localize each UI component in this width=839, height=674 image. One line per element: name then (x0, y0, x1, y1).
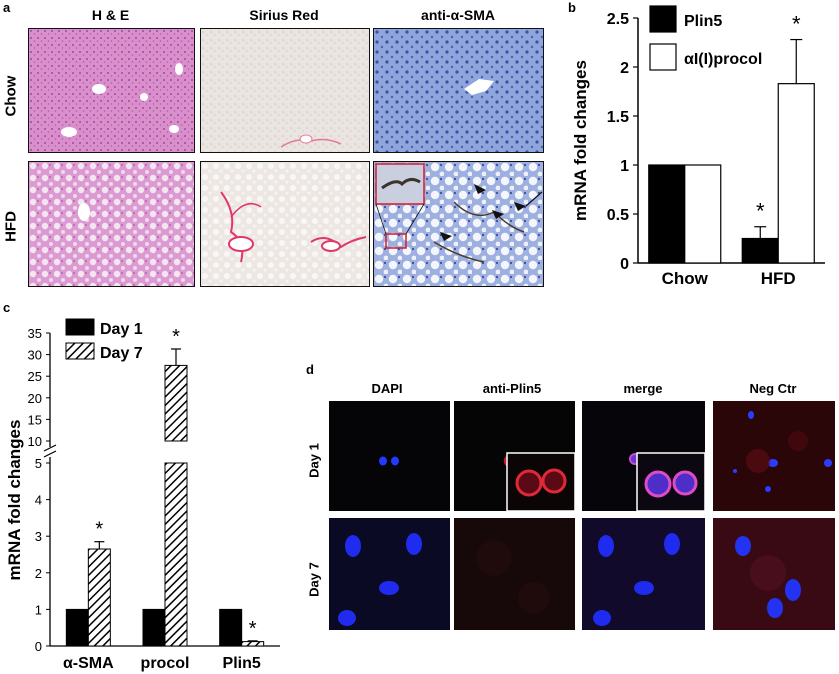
micrograph-he-chow-texture (29, 29, 194, 152)
micrograph-he-chow (28, 28, 195, 153)
chart-c-significance-mark: * (95, 519, 103, 541)
chart-b-y-tick-label: 0.5 (607, 207, 629, 224)
chart-b-legend-label: Plin5 (684, 13, 722, 30)
micrograph-he-hfd-texture (29, 162, 194, 286)
chart-b-legend-label: αI(I)procol (684, 51, 762, 68)
micrograph-sma-hfd-texture (374, 162, 543, 286)
micrograph-sirius-hfd-texture (201, 162, 369, 286)
panel-a-col-sma: anti-α-SMA (421, 7, 495, 23)
chart-b-x-tick-label: Chow (662, 269, 709, 288)
panel-d-letter: d (306, 362, 314, 377)
panel-a-col-sirius: Sirius Red (249, 7, 319, 23)
panel-a-col-he: H & E (91, 7, 130, 23)
fluorescence-plin5-day1-image (503, 452, 575, 511)
chart-b-y-tick-label: 0 (620, 256, 629, 273)
chart-c-bar (65, 608, 89, 647)
chart-c-y-tick-label: 25 (28, 369, 42, 384)
micrograph-sirius-chow (200, 28, 370, 153)
fluorescence-negctr-day1 (713, 401, 835, 511)
chart-b: 0 0.5 1 1.5 2 2.5 mRNA fold changes Chow HFD * * Pl… (571, 5, 825, 288)
chart-b-significance-mark: * (792, 12, 801, 37)
chart-c-bar (164, 364, 188, 442)
fluorescence-negctr-day7 (713, 518, 835, 630)
micrograph-sirius-hfd (200, 161, 370, 287)
chart-c-y-label: mRNA fold changes (5, 420, 24, 581)
fluorescence-dapi-day7 (329, 518, 450, 630)
chart-b-significance-mark: * (756, 199, 765, 224)
chart-c-y-tick-label: 5 (35, 456, 42, 471)
chart-b-bar (741, 237, 779, 264)
chart-c-bar (219, 608, 243, 647)
micrograph-sma-chow (373, 28, 544, 153)
panel-b-letter: b (568, 0, 576, 15)
chart-c-legend-swatch (65, 318, 95, 336)
chart-c-bar (87, 548, 111, 647)
fluorescence-dapi-day7-image (338, 533, 422, 626)
chart-c-y-tick-label: 15 (28, 412, 42, 427)
chart-c-significance-mark: * (249, 618, 257, 640)
chart-b-x-tick-label: HFD (761, 269, 796, 288)
chart-b-y-tick-label: 1 (620, 158, 629, 175)
fluorescence-dapi-day1-image (379, 456, 399, 466)
chart-c-bar (164, 462, 188, 647)
chart-c: 10 15 20 25 30 35 0 1 2 3 4 5 mRNA fold changes α-SMA… (5, 318, 280, 672)
chart-c-bar (241, 641, 265, 647)
chart-c-x-tick-label: α-SMA (63, 655, 114, 672)
micrograph-sirius-chow-texture (201, 29, 369, 152)
panel-a-row-chow: Chow (2, 75, 20, 117)
chart-c-y-tick-label: 3 (35, 529, 42, 544)
fluorescence-negctr-day7-image (735, 536, 801, 618)
chart-c-bar (142, 608, 166, 647)
panel-d-row-day7: Day 7 (306, 562, 322, 597)
chart-c-y-tick-label: 2 (35, 566, 42, 581)
panel-c-letter: c (3, 300, 11, 315)
chart-c-legend-label: Day 1 (100, 321, 143, 338)
micrograph-sma-hfd (373, 161, 544, 287)
chart-c-y-tick-label: 4 (35, 493, 42, 508)
fluorescence-plin5-day7 (454, 518, 575, 630)
panel-d-col-negctr: Neg Ctr (749, 381, 797, 396)
fluorescence-merge-day1 (582, 401, 705, 511)
panel-d-col-dapi: DAPI (371, 381, 403, 396)
fluorescence-dapi-day1 (329, 401, 450, 511)
chart-b-legend-swatch (649, 43, 677, 71)
chart-c-y-tick-label: 30 (28, 348, 42, 363)
chart-b-legend-swatch (649, 5, 677, 33)
chart-b-y-tick-label: 1.5 (607, 109, 629, 126)
chart-c-x-tick-label: Plin5 (223, 655, 261, 672)
fluorescence-negctr-day1-image (733, 411, 832, 492)
chart-c-y-tick-label: 10 (28, 434, 42, 449)
panel-d-row-day1: Day 1 (306, 443, 322, 478)
chart-c-y-tick-label: 1 (35, 602, 42, 617)
fluorescence-merge-day7 (582, 518, 705, 630)
panel-d-col-merge: merge (623, 381, 663, 396)
chart-b-bar (648, 164, 686, 264)
fluorescence-merge-day1-image (629, 452, 705, 511)
panel-a-letter: a (3, 0, 11, 15)
panel-a-row-hfd: HFD (2, 211, 20, 242)
chart-b-y-tick-label: 2 (620, 60, 629, 77)
fluorescence-plin5-day7-image (476, 540, 550, 614)
fluorescence-plin5-day1 (454, 401, 575, 511)
fluorescence-merge-day7-image (593, 533, 680, 626)
chart-b-bar (684, 164, 722, 264)
chart-c-x-tick-label: procol (141, 655, 190, 672)
chart-c-legend-label: Day 7 (100, 345, 143, 362)
chart-c-axis-break-mark (43, 450, 57, 458)
chart-c-y-tick-label: 35 (28, 326, 42, 341)
chart-c-legend-swatch (65, 342, 95, 360)
chart-c-y-tick-label: 20 (28, 391, 42, 406)
panel-d-col-plin5: anti-Plin5 (482, 381, 542, 396)
chart-c-significance-mark: * (172, 326, 180, 348)
micrograph-he-hfd (28, 161, 195, 287)
chart-b-y-tick-label: 2.5 (607, 11, 629, 28)
chart-c-y-tick-label: 0 (35, 639, 42, 654)
micrograph-sma-chow-texture (374, 29, 543, 152)
chart-b-bar (777, 83, 815, 264)
chart-b-y-label: mRNA fold changes (571, 60, 590, 221)
chart-c-axis-break-mark (43, 444, 57, 452)
